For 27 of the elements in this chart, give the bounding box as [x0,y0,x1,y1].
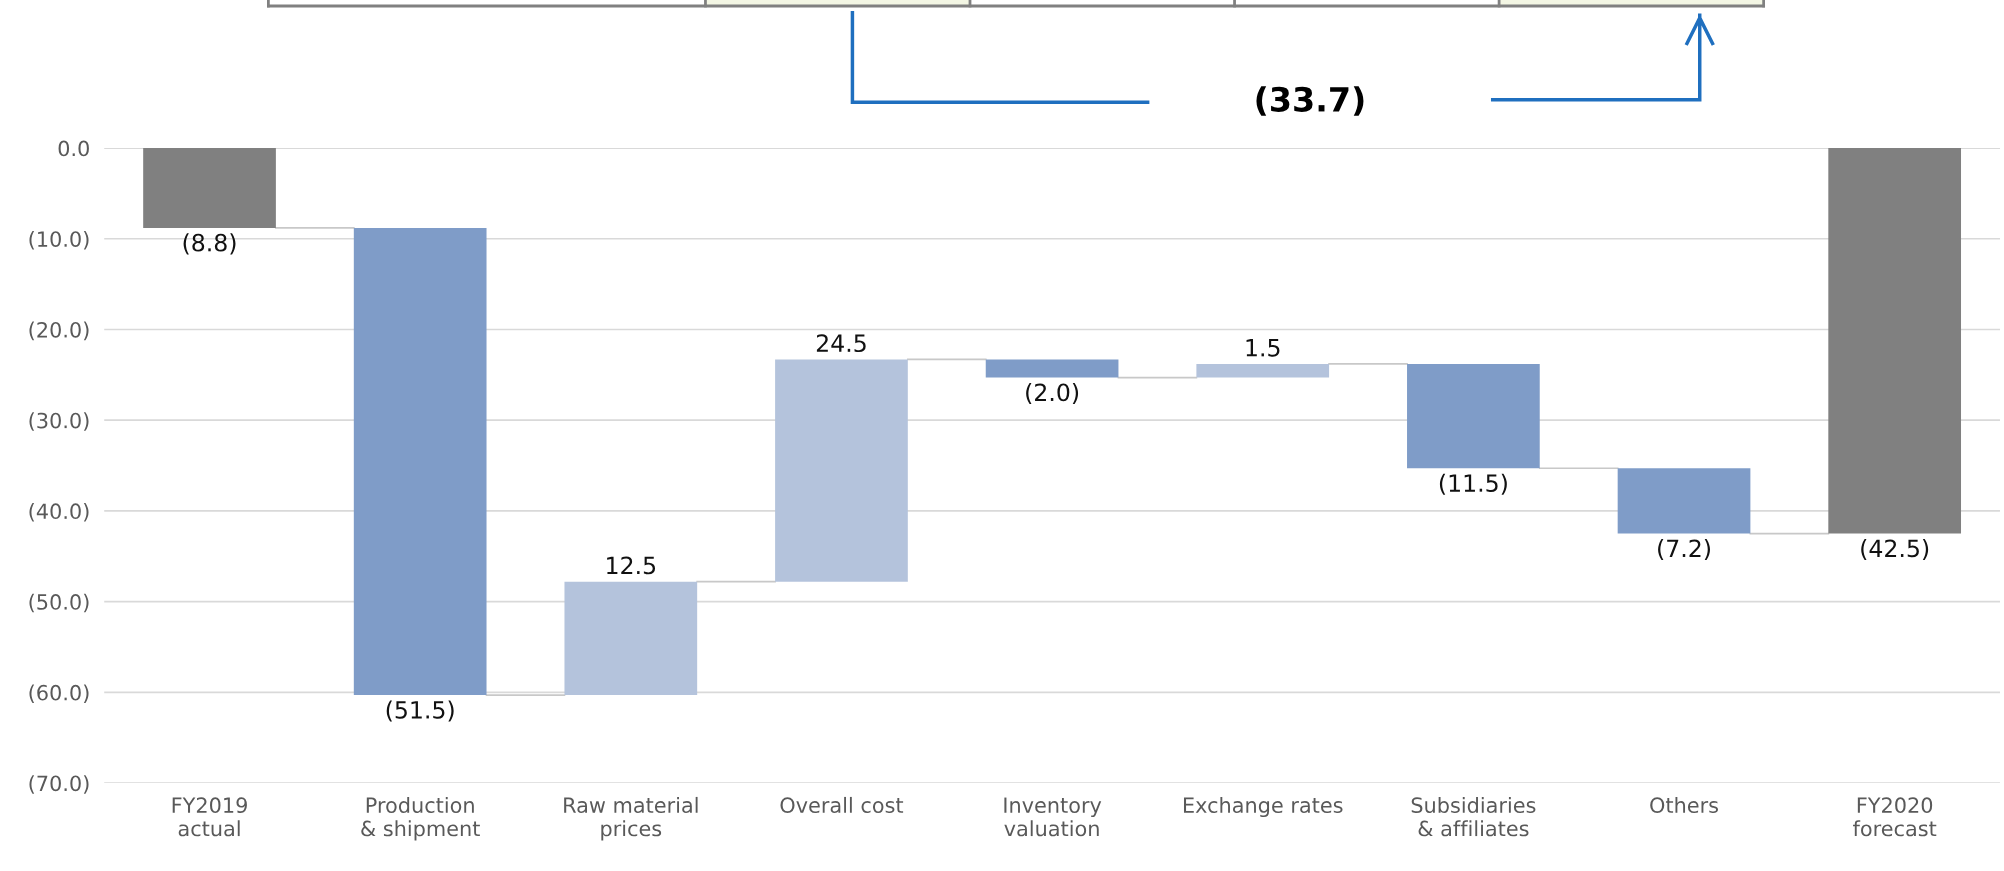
data-label: 1.5 [1246,339,1280,357]
text: (33.7) [1256,86,1364,116]
y-tick-label: (10.0) [29,230,89,250]
y-tick-label: (40.0) [29,503,89,522]
data-label: (2.0) [1026,383,1079,405]
y-tick-label: (30.0) [29,412,89,431]
x-tick-label: Subsidiaries & affiliates [1411,796,1536,837]
x-tick-label: Others [1650,796,1719,814]
x-tick-label: Inventory valuation [1004,797,1102,837]
x-tick-label: Exchange rates [1183,796,1343,818]
data-label: (8.8) [183,233,236,255]
data-label: (11.5) [1439,473,1507,495]
data-label: (51.5) [386,700,454,722]
data-label: 12.5 [607,556,656,575]
x-tick-label: Overall cost [780,796,904,814]
y-tick-label: (60.0) [29,684,89,703]
y-tick-label: 0.0 [58,140,89,157]
x-tick-label: Raw material prices [564,796,698,841]
y-tick-label: (50.0) [29,593,89,613]
x-tick-label: FY2020 forecast [1853,797,1937,837]
y-tick-label: (20.0) [29,321,89,341]
data-label: (42.5) [1861,539,1929,561]
y-tick-label: (70.0) [29,775,89,794]
data-label: (7.2) [1658,539,1710,561]
x-tick-label: FY2019 actual [172,797,247,837]
x-tick-label: Production & shipment [361,796,480,841]
data-label: 24.5 [816,334,866,353]
